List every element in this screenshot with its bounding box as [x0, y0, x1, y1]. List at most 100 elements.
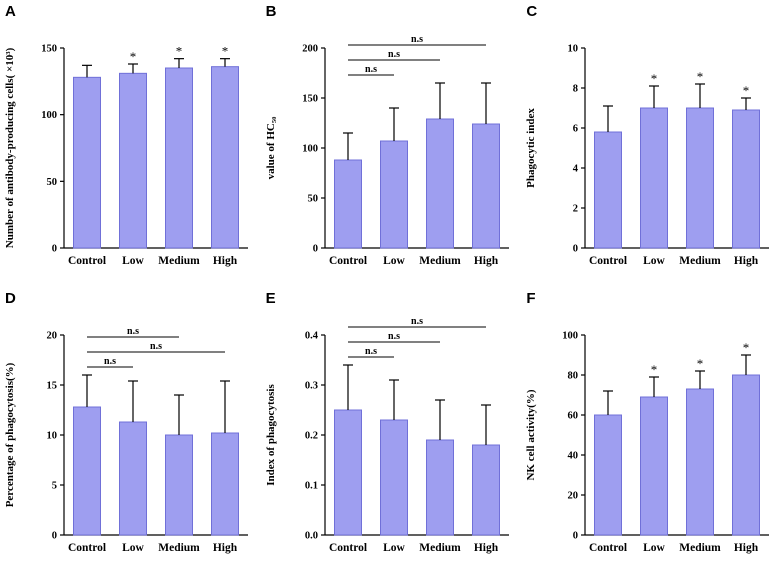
x-category-label: Control [329, 255, 367, 267]
bar [471, 444, 500, 535]
y-tick-label: 0.1 [305, 480, 318, 491]
panel-letter-a: A [5, 3, 16, 20]
bar [379, 419, 408, 535]
y-tick-label: 0.3 [305, 380, 318, 391]
bar-chart-antibody-producing-cells: 0 50 100 150 Number of antibody-producing ce… [4, 44, 248, 267]
bar [333, 409, 362, 535]
significance-star: * [176, 44, 183, 59]
bar [594, 131, 623, 249]
y-axis-title: value of HC₅₀ [265, 116, 277, 180]
bar [73, 76, 101, 249]
bar [640, 107, 669, 249]
y-tick-label: 10 [47, 430, 58, 441]
panel-a: A 0 50 100 150 Number of antibody-producing … [0, 0, 260, 286]
y-axis-title: Index of phagocytosis [265, 383, 277, 485]
x-category-label: Control [68, 542, 106, 554]
x-category-label: Low [122, 542, 144, 554]
panel-f: F 0 20 40 60 80 100 NK cell activity(%) Control… [521, 287, 781, 573]
x-category-label: High [474, 255, 499, 267]
panel-letter-e: E [265, 289, 276, 307]
bar-chart-index-phagocytosis: 0.0 0.1 0.2 0.3 0.4 Index of phagocytosis Cont… [265, 316, 509, 554]
x-category-label: High [734, 542, 759, 554]
panel-letter-d: D [5, 289, 16, 307]
y-tick-label: 0 [52, 244, 57, 255]
x-category-label: Low [643, 255, 665, 267]
bar-chart-nk-cell-activity: 0 20 40 60 80 100 NK cell activity(%) Control * L… [525, 330, 770, 554]
x-category-label: High [474, 542, 499, 554]
significance-star: * [222, 44, 229, 59]
y-tick-label: 0 [573, 530, 578, 541]
significance-star: * [697, 356, 704, 371]
y-axis-title: Phagocytic index [525, 108, 537, 188]
bar-chart-hc50: 0 50 100 150 200 value of HC₅₀ Control Low Mediu… [265, 34, 509, 267]
ns-label: n.s [388, 49, 400, 60]
x-category-label: Low [383, 542, 405, 554]
bar [165, 434, 193, 535]
bar [119, 72, 147, 249]
bar [732, 109, 761, 249]
y-tick-label: 0 [52, 530, 57, 541]
significance-star: * [651, 71, 658, 86]
x-category-label: Control [589, 542, 627, 554]
y-axis-title: NK cell activity(%) [525, 389, 537, 480]
bar [425, 439, 454, 535]
panel-letter-b: B [265, 3, 277, 20]
y-tick-label: 100 [302, 144, 318, 155]
bar [594, 414, 623, 535]
ns-label: n.s [388, 331, 400, 342]
x-category-label: Low [122, 255, 144, 267]
x-category-label: Low [643, 542, 665, 554]
y-tick-label: 40 [568, 450, 579, 461]
significance-star: * [743, 83, 750, 98]
x-category-label: Low [383, 255, 405, 267]
bar [211, 66, 239, 249]
significance-star: * [697, 69, 704, 84]
y-tick-label: 50 [47, 177, 58, 188]
bar [732, 374, 761, 535]
ns-label: n.s [150, 341, 162, 352]
panel-e: E 0.0 0.1 0.2 0.3 0.4 Index of phagocytosis Co… [261, 287, 521, 573]
y-tick-label: 100 [41, 110, 57, 121]
x-category-label: Medium [419, 542, 461, 554]
bar [640, 396, 669, 535]
bar [471, 123, 500, 249]
ns-label: n.s [104, 356, 116, 367]
bar [379, 140, 408, 249]
y-tick-label: 15 [47, 380, 58, 391]
x-category-label: Medium [158, 255, 200, 267]
x-category-label: Control [589, 255, 627, 267]
panel-b: B 0 50 100 150 200 value of HC₅₀ Control Low Med… [261, 0, 521, 286]
y-tick-label: 0 [312, 244, 317, 255]
ns-label: n.s [411, 34, 423, 45]
bar-chart-percentage-phagocytosis: 0 5 10 15 20 Percentage of phagocytosis(%) Con… [4, 326, 248, 554]
bar [119, 421, 147, 535]
bar [165, 67, 193, 249]
y-tick-label: 4 [573, 164, 579, 175]
bar [73, 406, 101, 535]
x-category-label: High [213, 542, 238, 554]
y-tick-label: 80 [568, 370, 579, 381]
y-tick-label: 6 [573, 124, 578, 135]
y-tick-label: 0.4 [305, 330, 319, 341]
y-tick-label: 100 [563, 330, 579, 341]
x-category-label: High [213, 255, 238, 267]
bar [686, 107, 715, 249]
ns-label: n.s [365, 346, 377, 357]
y-tick-label: 2 [573, 204, 578, 215]
bar [686, 388, 715, 535]
y-tick-label: 5 [52, 480, 57, 491]
bar [425, 118, 454, 249]
panel-c: C 0 2 4 6 8 10 Phagocytic index Control * Low * Med… [521, 0, 781, 286]
bar-chart-phagocytic-index: 0 2 4 6 8 10 Phagocytic index Control * Low * Mediu… [525, 44, 770, 267]
x-category-label: Medium [680, 255, 722, 267]
x-category-label: High [734, 255, 759, 267]
panel-d: D 0 5 10 15 20 Percentage of phagocytosis(%) C… [0, 287, 260, 573]
significance-star: * [651, 362, 658, 377]
ns-label: n.s [127, 326, 139, 337]
y-tick-label: 150 [302, 94, 318, 105]
y-tick-label: 200 [302, 44, 318, 55]
significance-star: * [743, 340, 750, 355]
y-tick-label: 20 [47, 330, 58, 341]
y-axis-title: Number of antibody-producing cells( ×10³… [4, 47, 16, 248]
